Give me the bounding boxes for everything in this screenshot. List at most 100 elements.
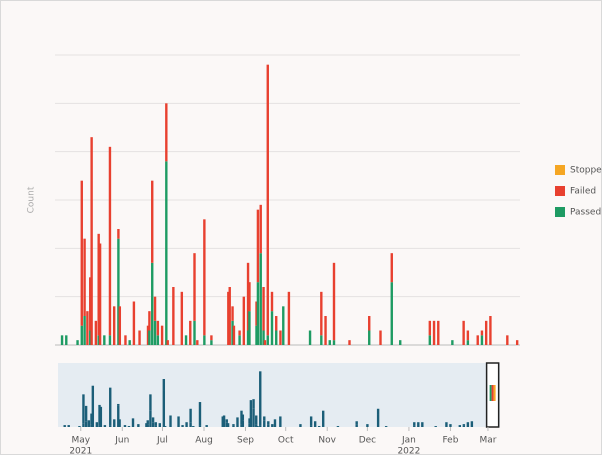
navigator-bar — [241, 420, 245, 427]
bar-segment — [89, 277, 92, 331]
bar-segment — [160, 325, 164, 345]
navigator-bar — [376, 414, 380, 427]
navigator-bar — [118, 419, 121, 427]
bar-segment — [484, 320, 488, 345]
navigator-bar — [221, 416, 224, 427]
navigator-bar — [271, 424, 274, 427]
legend-swatch — [555, 207, 565, 217]
navigator-bar — [317, 426, 321, 427]
bar-segment — [480, 330, 484, 336]
bar-segment — [148, 311, 151, 331]
bar-segment — [466, 330, 470, 341]
navigator-bar — [109, 425, 112, 427]
legend-label: Stopped — [570, 166, 602, 176]
bar-segment — [428, 320, 432, 336]
navigator-bar — [241, 414, 245, 421]
bar-segment — [189, 320, 192, 345]
bar-segment — [231, 320, 234, 345]
bar-segment — [153, 296, 157, 321]
brush-swatch — [493, 385, 496, 401]
navigator — [58, 363, 500, 427]
x-tick-label: Jan — [401, 436, 416, 446]
bar-segment — [108, 146, 112, 336]
legend-label: Passed — [570, 208, 601, 218]
navigator-bar — [434, 426, 437, 427]
navigator-bar — [90, 413, 93, 425]
navigator-bar — [189, 422, 192, 427]
bar-segment — [196, 340, 199, 345]
navigator-bar — [84, 421, 88, 427]
navigator-bar — [248, 423, 251, 427]
navigator-bar — [240, 410, 243, 425]
navigator-bar — [466, 422, 470, 427]
bar-segment — [255, 301, 258, 326]
bar-segment — [60, 335, 64, 345]
bar-segment — [462, 320, 465, 345]
navigator-bar — [131, 418, 135, 427]
navigator-bar — [259, 425, 262, 427]
bar-segment — [117, 229, 120, 239]
bar-segment — [228, 287, 231, 345]
navigator-bar — [162, 390, 166, 427]
bar-segment — [324, 316, 327, 345]
navigator-bar — [421, 422, 424, 427]
navigator-bar — [185, 422, 188, 427]
navigator-bar — [163, 426, 167, 427]
navigator-bar — [336, 426, 340, 427]
navigator-bar — [355, 424, 358, 427]
navigator-bar — [267, 424, 270, 427]
bar-segment — [320, 291, 323, 336]
navigator-bar — [151, 422, 155, 427]
legend-label: Failed — [570, 187, 596, 197]
x-tick-label: Feb — [442, 436, 458, 446]
bar-segment — [275, 316, 278, 331]
navigator-bar — [252, 399, 255, 409]
y-axis-label: Count — [27, 186, 37, 213]
navigator-bar — [248, 418, 251, 424]
bar-segment — [80, 325, 83, 345]
navigator-bar — [99, 406, 103, 427]
bar-segment — [437, 320, 440, 345]
bar-segment — [231, 306, 234, 321]
bar-segment — [238, 335, 241, 345]
bar-segment — [80, 180, 83, 326]
navigator-bar — [376, 408, 380, 415]
bar-segment — [97, 335, 100, 345]
bar-segment — [259, 204, 262, 254]
navigator-bar — [445, 422, 448, 427]
legend-swatch — [555, 186, 565, 196]
navigator-bar — [198, 425, 202, 427]
bar-segment — [124, 335, 127, 345]
navigator-bar — [146, 420, 149, 425]
bar-segment — [232, 325, 236, 345]
bar-segment — [180, 291, 184, 345]
navigator-bar — [205, 426, 208, 427]
navigator-bar — [137, 424, 140, 427]
x-tick-label: Jul — [156, 436, 168, 446]
bar-segment — [328, 340, 331, 345]
navigator-bar — [192, 426, 195, 427]
navigator-bar — [322, 410, 325, 427]
navigator-bar — [458, 425, 462, 427]
bar-segment — [275, 330, 278, 345]
navigator-bar — [82, 423, 85, 427]
navigator-bar — [78, 426, 81, 427]
navigator-bar — [117, 403, 120, 406]
navigator-bar — [222, 415, 226, 427]
navigator-bar — [413, 422, 416, 426]
bar-segment — [399, 340, 402, 345]
navigator-bar — [146, 424, 149, 427]
bar-segment — [103, 335, 106, 345]
bar-segment — [451, 340, 454, 345]
navigator-bar — [273, 419, 277, 427]
navigator-bar — [299, 424, 302, 427]
navigator-bar — [145, 423, 148, 427]
bar-segment — [165, 161, 168, 345]
bar-segment — [89, 330, 92, 345]
bar-segment — [246, 330, 250, 345]
navigator-bar — [462, 425, 466, 427]
bar-segment — [270, 311, 274, 345]
navigator-bar — [240, 424, 243, 427]
bar-segment — [65, 335, 68, 345]
